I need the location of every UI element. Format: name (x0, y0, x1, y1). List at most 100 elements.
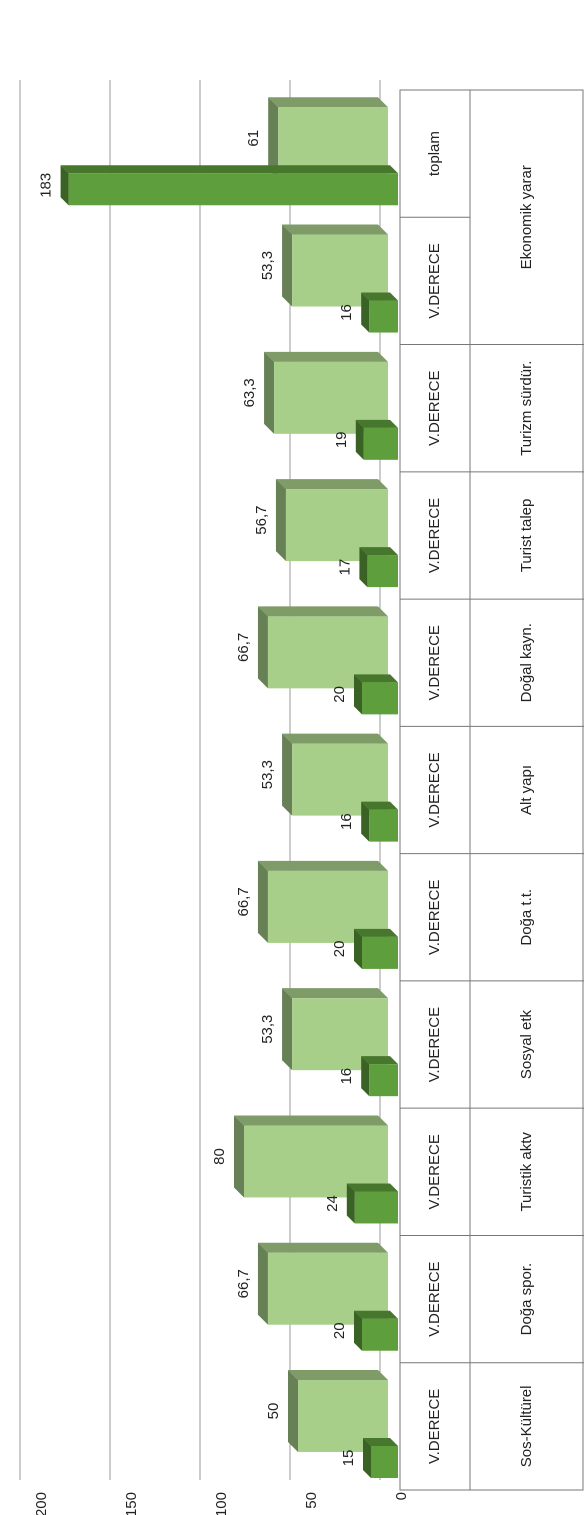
table-border (399, 89, 584, 1491)
group-label: Turistik aktv (518, 1132, 535, 1212)
bar-top (354, 928, 362, 969)
bar-side (346, 1183, 398, 1192)
bar-top (354, 1310, 362, 1351)
bar-side (257, 860, 388, 871)
group-label: Turizm sürdür. (518, 361, 535, 456)
bar-side (354, 1310, 398, 1319)
x-tick-label: V.DERECE (426, 752, 443, 827)
bar (267, 870, 388, 943)
bar-side (355, 419, 398, 428)
bar (278, 107, 389, 180)
bar (292, 743, 388, 816)
x-tick-label: V.DERECE (426, 880, 443, 955)
x-tick-label: toplam (426, 131, 443, 176)
bar-top (361, 801, 370, 842)
bar-top (234, 1115, 244, 1198)
data-label: 50 (265, 1403, 282, 1420)
bar (363, 427, 398, 460)
group-label: Alt yapı (518, 765, 535, 815)
bar-side (361, 801, 398, 810)
bar-side (257, 1242, 388, 1253)
rotated-chart: 0 50 100 150 200 V.DERECE V.DERECE V.DERECE V.DE… (19, 80, 584, 1515)
group-label: Doğa t.t. (518, 889, 535, 946)
data-label: 20 (331, 941, 348, 958)
data-label: 19 (333, 431, 350, 448)
bar (354, 1191, 398, 1224)
data-label: 16 (338, 1068, 355, 1085)
bar (362, 682, 398, 715)
bar-top (60, 165, 69, 206)
x-tick-label: V.DERECE (426, 498, 443, 573)
group-label: Turist talep (518, 499, 535, 573)
bar-top (346, 1183, 355, 1224)
bar-top (288, 1370, 298, 1452)
group-label: Doğal kayn. (518, 623, 535, 702)
bar (68, 173, 398, 206)
bar-side (288, 1370, 388, 1380)
bar (244, 1125, 388, 1198)
bar-side (359, 547, 398, 556)
bar-side (361, 1056, 398, 1065)
bar-side (361, 292, 398, 301)
bar (298, 1380, 388, 1452)
data-label: 20 (331, 1322, 348, 1339)
bar-top (359, 547, 368, 588)
data-label: 53,3 (259, 1015, 276, 1044)
bar (362, 1318, 398, 1351)
x-tick-label: V.DERECE (426, 371, 443, 446)
bar (369, 1064, 399, 1097)
bar (369, 300, 399, 333)
bar-top (361, 292, 370, 333)
bar-top (361, 1056, 370, 1097)
bar-side (234, 1115, 388, 1126)
data-label: 66,7 (235, 633, 252, 662)
data-label: 16 (338, 813, 355, 830)
bar (285, 489, 388, 562)
y-tick-label: 0 (393, 1492, 410, 1500)
x-tick-label: V.DERECE (426, 243, 443, 318)
bar-side (363, 1438, 398, 1446)
group-label: Sosyal etk (518, 1009, 535, 1079)
x-tick-label: V.DERECE (426, 1389, 443, 1464)
bar-side (264, 351, 388, 362)
bar-top (268, 97, 279, 180)
bar (371, 1446, 398, 1478)
data-label: 16 (338, 304, 355, 321)
x-tick-label: V.DERECE (426, 1134, 443, 1209)
bar-top (363, 1438, 371, 1478)
bar-top (282, 988, 293, 1071)
bar (274, 361, 388, 434)
data-label: 66,7 (235, 1269, 252, 1298)
data-label: 61 (245, 130, 262, 147)
data-label: 53,3 (259, 760, 276, 789)
x-tick-label: V.DERECE (426, 625, 443, 700)
data-label: 183 (38, 173, 55, 198)
bar-side (354, 928, 398, 937)
bar-side (282, 733, 388, 744)
y-tick-label: 100 (213, 1492, 230, 1515)
data-label: 24 (324, 1195, 341, 1212)
data-label: 20 (331, 686, 348, 703)
bar-top (264, 351, 275, 434)
bar-side (275, 479, 388, 490)
bar (292, 998, 388, 1071)
bar-side (268, 97, 388, 108)
bar-side (282, 224, 388, 235)
data-label: 63,3 (241, 378, 258, 407)
bar-side (282, 988, 388, 999)
bar-top (282, 733, 293, 816)
data-label: 66,7 (235, 887, 252, 916)
bar-top (275, 479, 286, 562)
bar-top (257, 860, 268, 943)
bar-top (354, 674, 362, 715)
bar-top (257, 1242, 268, 1325)
y-tick-label: 200 (33, 1492, 50, 1515)
bar-top (282, 224, 293, 307)
x-tick-label: V.DERECE (426, 1007, 443, 1082)
bar (367, 555, 398, 588)
group-label: Ekonomik yarar (518, 165, 535, 269)
bar-side (354, 674, 398, 683)
bar (369, 809, 399, 842)
x-tick-label: V.DERECE (426, 1261, 443, 1336)
data-label: 53,3 (259, 251, 276, 280)
